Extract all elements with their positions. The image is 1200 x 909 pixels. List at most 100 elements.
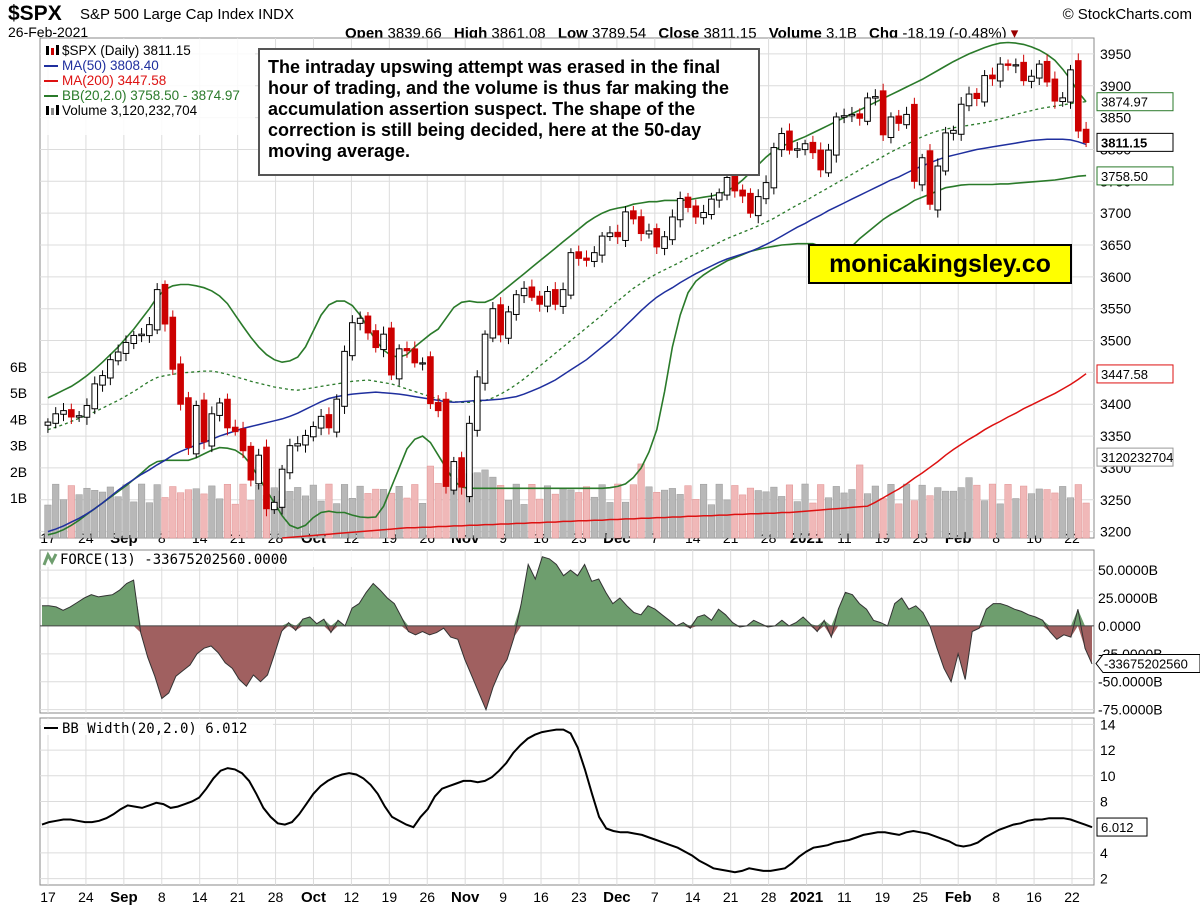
candle-body bbox=[247, 445, 255, 481]
candle-body bbox=[364, 315, 372, 334]
volume-bar bbox=[255, 485, 263, 539]
volume-bar bbox=[504, 499, 512, 539]
volume-bar bbox=[380, 489, 388, 539]
volume-bar bbox=[481, 469, 489, 539]
volume-bar bbox=[341, 484, 349, 539]
candle-body bbox=[146, 324, 153, 337]
ma200-tag-box bbox=[1096, 364, 1174, 384]
candle-body bbox=[832, 116, 840, 156]
volume-bar bbox=[809, 502, 817, 539]
x-tick-label: 12 bbox=[344, 889, 360, 905]
symbol-title: $SPX bbox=[8, 2, 62, 25]
volume-legend: Volume 3,120,232,704 bbox=[62, 103, 198, 118]
volume-bar bbox=[731, 485, 739, 539]
volume-tick-label: 5B bbox=[10, 385, 27, 401]
candle-body bbox=[75, 415, 83, 418]
ma200-line bbox=[282, 373, 1087, 539]
candle-body bbox=[1082, 128, 1090, 143]
candle-body bbox=[661, 236, 668, 249]
candle-body bbox=[1043, 60, 1051, 83]
candle-body bbox=[341, 350, 348, 407]
bbw-tick-label: 14 bbox=[1100, 716, 1116, 732]
candle-body bbox=[583, 257, 590, 261]
price-tick-label: 3700 bbox=[1100, 205, 1131, 221]
bb-upper-tag-box bbox=[1096, 92, 1174, 112]
bbw-tick-label: 4 bbox=[1100, 845, 1108, 861]
volume-bar bbox=[145, 502, 153, 539]
x-tick-label: 19 bbox=[875, 889, 891, 905]
volume-bar bbox=[419, 503, 427, 539]
candle-body bbox=[1012, 64, 1020, 67]
volume-bar bbox=[1020, 485, 1028, 539]
volume-bar bbox=[934, 487, 942, 539]
candle-body bbox=[848, 113, 856, 117]
candle-body bbox=[911, 103, 918, 182]
volume-bar bbox=[559, 488, 567, 539]
volume-bar bbox=[223, 484, 231, 539]
volume-bar bbox=[520, 504, 528, 539]
candle-body bbox=[130, 334, 138, 345]
volume-bar bbox=[543, 485, 552, 539]
candle-body bbox=[551, 289, 559, 305]
down-triangle-icon: ▾ bbox=[1010, 25, 1019, 42]
volume-bar bbox=[871, 485, 879, 539]
volume-bar bbox=[817, 484, 825, 539]
candle-body bbox=[427, 356, 434, 405]
volume-bar bbox=[785, 484, 793, 539]
candle-body bbox=[708, 198, 715, 216]
volume-bar bbox=[840, 492, 848, 539]
bb-upper-line bbox=[47, 41, 1087, 399]
candle-body bbox=[200, 399, 208, 443]
x-tick-label: Oct bbox=[301, 889, 326, 906]
candle-body bbox=[1074, 60, 1082, 132]
volume-bar bbox=[333, 503, 341, 539]
volume-bar bbox=[848, 489, 856, 539]
candle-body bbox=[1051, 78, 1059, 102]
legend-backdrop bbox=[41, 39, 255, 135]
volume-bar bbox=[942, 490, 950, 539]
x-tick-label: 16 bbox=[533, 889, 549, 905]
x-tick-label: 7 bbox=[651, 889, 659, 905]
candle-body bbox=[793, 148, 801, 151]
candle-body bbox=[989, 74, 996, 80]
price-tick-label: 3250 bbox=[1100, 492, 1131, 508]
volume-bar bbox=[715, 483, 723, 539]
volume-bar bbox=[44, 504, 52, 539]
volume-bar bbox=[184, 489, 192, 539]
candle-body bbox=[317, 415, 325, 429]
volume-bar bbox=[637, 463, 645, 539]
bb-upper-tag: 3874.97 bbox=[1101, 95, 1148, 110]
candle-body bbox=[684, 196, 692, 208]
volume-bar bbox=[957, 487, 965, 539]
candle-body bbox=[825, 149, 832, 174]
candle-body bbox=[778, 133, 785, 151]
volume-bar bbox=[903, 483, 911, 539]
volume-bar bbox=[824, 497, 833, 539]
candle-body bbox=[692, 205, 700, 218]
x-tick-label: 21 bbox=[723, 889, 739, 905]
candle-body bbox=[419, 362, 426, 365]
candle-body bbox=[278, 468, 286, 508]
volume-bar bbox=[411, 484, 419, 539]
candle-body bbox=[965, 93, 973, 107]
force-tick-label: 0.0000 bbox=[1098, 618, 1141, 634]
candle-body bbox=[458, 457, 465, 488]
volume-bar bbox=[629, 484, 637, 539]
candle-body bbox=[169, 316, 177, 370]
candle-body bbox=[450, 461, 458, 491]
volume-bar bbox=[590, 496, 598, 539]
candle-body bbox=[950, 129, 957, 134]
x-tick-label: 28 bbox=[761, 889, 777, 905]
candle-body bbox=[395, 348, 403, 380]
price-tick-label: 3900 bbox=[1100, 78, 1131, 94]
volume-bar bbox=[684, 485, 692, 539]
candle-body bbox=[473, 376, 481, 431]
volume-bar bbox=[1043, 489, 1051, 539]
candle-body bbox=[286, 445, 294, 474]
candle-body bbox=[630, 210, 637, 220]
volume-bar bbox=[1059, 486, 1067, 539]
candle-body bbox=[294, 443, 302, 447]
volume-bar bbox=[130, 501, 138, 539]
candle-body bbox=[622, 211, 629, 241]
volume-bar bbox=[395, 486, 403, 539]
